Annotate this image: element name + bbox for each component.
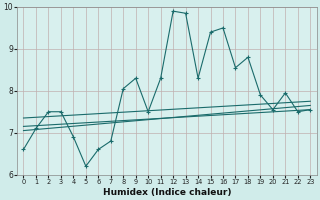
X-axis label: Humidex (Indice chaleur): Humidex (Indice chaleur) bbox=[103, 188, 231, 197]
